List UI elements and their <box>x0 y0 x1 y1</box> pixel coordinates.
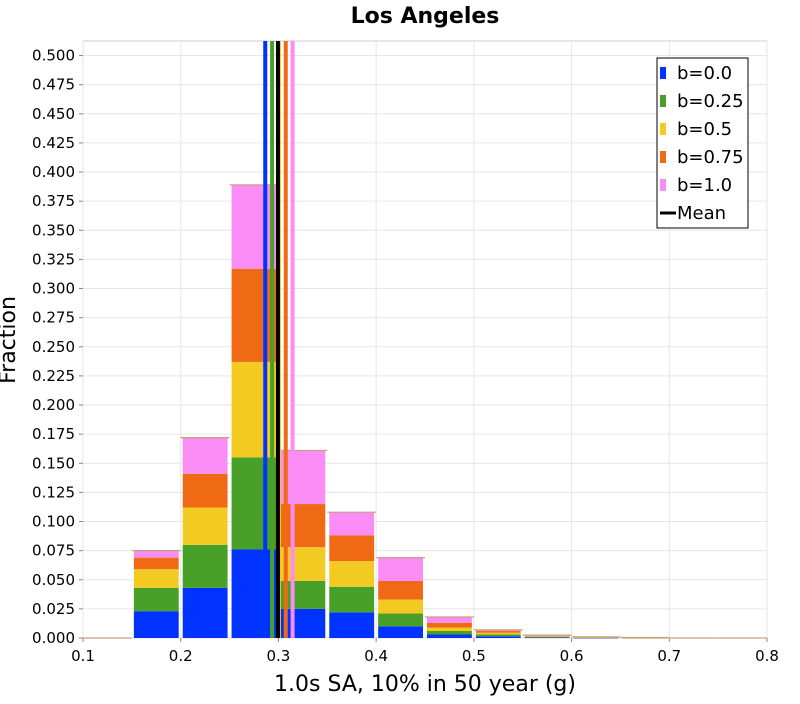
y-tick-label: 0.125 <box>32 483 75 501</box>
bar-segment <box>378 626 423 638</box>
bar-segment <box>427 627 472 632</box>
y-tick-label: 0.100 <box>32 513 75 531</box>
bar-segment <box>475 634 521 637</box>
bar-segment <box>231 549 277 638</box>
y-tick-label: 0.225 <box>32 367 75 385</box>
x-tick-label: 0.8 <box>755 647 779 665</box>
bar-segment <box>524 636 570 637</box>
bar-segment <box>280 504 326 548</box>
y-tick-label: 0.025 <box>32 600 75 618</box>
bar-segment <box>378 557 423 581</box>
legend-label: b=0.75 <box>677 147 744 168</box>
y-tick-label: 0.275 <box>32 309 75 327</box>
bar-segment <box>133 569 179 588</box>
legend-label: Mean <box>677 203 726 224</box>
bar-segment <box>231 184 277 269</box>
chart-title: Los Angeles <box>351 4 500 29</box>
bar-segment <box>329 612 375 638</box>
bar-segment <box>378 599 423 614</box>
bar-segment <box>329 535 375 562</box>
bar-segment <box>280 547 326 581</box>
y-tick-label: 0.375 <box>32 192 75 210</box>
x-tick-label: 0.6 <box>560 647 584 665</box>
legend-label: b=0.5 <box>677 119 732 140</box>
mean-lines <box>263 41 295 638</box>
legend-swatch <box>660 67 666 79</box>
bar-segment <box>182 507 228 545</box>
y-tick-label: 0.350 <box>32 221 75 239</box>
legend-label: b=0.25 <box>677 91 744 112</box>
legend-label: b=0.0 <box>677 63 732 84</box>
y-tick-label: 0.425 <box>32 134 75 152</box>
bar-segment <box>182 544 228 588</box>
y-tick-label: 0.200 <box>32 396 75 414</box>
x-tick-label: 0.3 <box>266 647 290 665</box>
bar-segment <box>133 557 179 570</box>
bar-segment <box>280 608 326 638</box>
bar-segment <box>524 636 570 638</box>
bar-segment <box>280 450 326 505</box>
legend-swatch <box>660 179 666 191</box>
bar-segment <box>231 361 277 458</box>
bar-stacks <box>83 184 767 639</box>
x-tick-label: 0.4 <box>364 647 388 665</box>
bar-segment <box>133 611 179 638</box>
legend-swatch <box>660 151 666 163</box>
bar-segment <box>475 631 521 633</box>
bar-segment <box>182 473 228 508</box>
bar-segment <box>329 561 375 587</box>
x-tick-label: 0.1 <box>71 647 95 665</box>
bar-segment <box>133 550 179 558</box>
y-tick-label: 0.325 <box>32 250 75 268</box>
y-axis-ticks: 0.000 0.025 0.050 0.075 0.100 0.125 0.150 0.175… <box>32 47 83 647</box>
bar-segment <box>133 587 179 612</box>
bar-segment <box>231 457 277 550</box>
bar-segment <box>378 613 423 627</box>
x-axis-ticks: 0.1 0.2 0.3 0.4 0.5 0.6 0.7 0.8 <box>71 638 779 665</box>
bar-segment <box>280 580 326 609</box>
x-tick-label: 0.5 <box>462 647 486 665</box>
bar-segment <box>427 622 472 628</box>
y-tick-label: 0.475 <box>32 76 75 94</box>
x-tick-label: 0.7 <box>657 647 681 665</box>
bar-segment <box>231 268 277 362</box>
y-tick-label: 0.450 <box>32 105 75 123</box>
y-tick-label: 0.250 <box>32 338 75 356</box>
y-tick-label: 0.050 <box>32 571 75 589</box>
x-tick-label: 0.2 <box>169 647 193 665</box>
bar-segment <box>524 635 570 637</box>
legend-swatch <box>660 123 666 135</box>
y-tick-label: 0.500 <box>32 47 75 65</box>
bar-segment <box>427 631 472 635</box>
bar-segment <box>182 437 228 474</box>
legend-label: b=1.0 <box>677 175 732 196</box>
y-tick-label: 0.150 <box>32 454 75 472</box>
legend-swatch <box>660 211 676 215</box>
y-axis-title: Fraction <box>0 296 21 384</box>
bar-segment <box>475 636 521 638</box>
bar-segment <box>475 632 521 635</box>
bar-segment <box>329 586 375 613</box>
bar-segment <box>378 580 423 600</box>
y-tick-label: 0.175 <box>32 425 75 443</box>
y-tick-label: 0.000 <box>32 629 75 647</box>
legend-swatch <box>660 95 666 107</box>
legend-box <box>656 57 749 229</box>
y-tick-label: 0.400 <box>32 163 75 181</box>
x-axis-title: 1.0s SA, 10% in 50 year (g) <box>274 672 576 697</box>
bar-segment <box>427 617 472 623</box>
bar-segment <box>427 634 472 638</box>
bar-segment <box>182 587 228 638</box>
legend: b=0.0 b=0.25 b=0.5 b=0.75 b=1.0 Mean <box>656 57 749 229</box>
bar-segment <box>524 637 570 639</box>
bar-segment <box>329 512 375 536</box>
y-tick-label: 0.300 <box>32 280 75 298</box>
y-tick-label: 0.075 <box>32 542 75 560</box>
